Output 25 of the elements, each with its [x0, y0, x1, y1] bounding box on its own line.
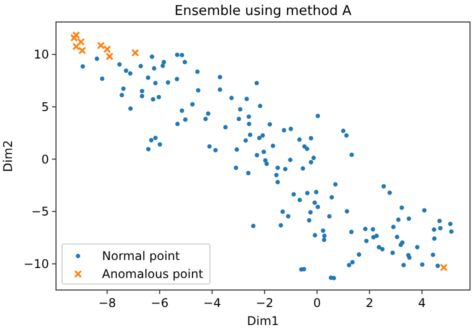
- x-tick-label: −2: [256, 296, 274, 310]
- x-tick-label: −4: [203, 296, 221, 310]
- x-tick-label: 0: [313, 296, 321, 310]
- legend-label: Anomalous point: [102, 267, 204, 282]
- point: [72, 31, 80, 40]
- x-tick-label: −8: [98, 296, 116, 310]
- y-tick-label: 5: [41, 100, 49, 114]
- x-tick-label: −6: [150, 296, 168, 310]
- y-tick-label: 0: [41, 152, 49, 166]
- x-axis-title: Dim1: [247, 314, 279, 328]
- y-axis-title: Dim2: [1, 140, 15, 172]
- point: [131, 48, 140, 57]
- point: [78, 46, 86, 54]
- y-tick-label: −10: [24, 257, 49, 272]
- point: [440, 264, 448, 272]
- point: [72, 42, 80, 50]
- chart-title: Ensemble using method A: [174, 3, 352, 19]
- x-tick-label: 2: [366, 296, 374, 310]
- point: [77, 38, 85, 46]
- point: [106, 52, 114, 60]
- y-tick-label: −5: [31, 204, 49, 219]
- y-tick-label: 10: [34, 48, 49, 62]
- point: [70, 34, 78, 42]
- legend-label: Normal point: [102, 249, 180, 264]
- x-tick-label: 4: [418, 296, 426, 310]
